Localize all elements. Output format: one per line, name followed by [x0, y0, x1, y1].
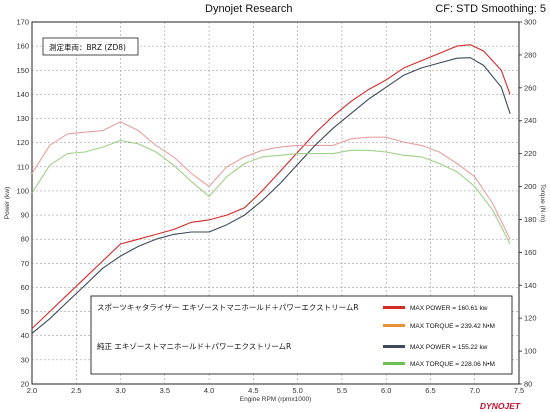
- left-y-tick-label: 150: [16, 66, 29, 75]
- series-torque-1: [31, 121, 511, 240]
- legend-entry-label: MAX POWER = 160.61 kw: [410, 305, 488, 312]
- left-y-tick-label: 40: [21, 331, 29, 340]
- legend-run-2-name: 純正 エキゾーストマニホールド＋パワーエクストリームR: [97, 341, 291, 351]
- x-tick-label: 3.0: [115, 386, 125, 395]
- vehicle-label: 測定車両：BRZ (ZD8): [49, 42, 126, 52]
- chart-header-cf: CF: STD Smoothing: 5: [435, 3, 546, 15]
- right-axis-ticks: 80 100 120 140 160 180 200 220 240 260 280 300: [519, 18, 537, 389]
- legend-entry-label: MAX TORQUE = 228.06 N•M: [410, 361, 495, 368]
- left-y-tick-label: 60: [21, 283, 29, 292]
- right-y-tick-label: 120: [524, 314, 537, 323]
- right-y-tick-label: 200: [524, 182, 537, 191]
- legend-entry-label: MAX POWER = 155.22 kw: [410, 344, 488, 351]
- left-y-tick-label: 140: [16, 90, 29, 99]
- left-y-tick-label: 70: [21, 259, 29, 268]
- series-lines: [31, 44, 511, 334]
- left-y-tick-label: 90: [21, 211, 29, 220]
- legend-box: スポーツキャタライザー エキゾーストマニホールド＋パワーエクストリームR 純正 …: [90, 295, 513, 375]
- left-axis-label: Power (kw): [4, 187, 11, 220]
- x-tick-label: 4.5: [248, 386, 258, 395]
- x-tick-label: 3.5: [160, 386, 170, 395]
- right-y-tick-label: 260: [524, 83, 537, 92]
- x-tick-label: 6.0: [381, 386, 391, 395]
- left-y-tick-label: 170: [16, 18, 29, 27]
- x-tick-label: 5.0: [292, 386, 302, 395]
- x-tick-label: 2.5: [71, 386, 81, 395]
- right-y-tick-label: 280: [524, 50, 537, 59]
- left-y-tick-label: 130: [16, 114, 29, 123]
- x-tick-label: 5.5: [337, 386, 347, 395]
- vehicle-label-box: 測定車両：BRZ (ZD8): [42, 37, 139, 56]
- left-y-tick-label: 120: [16, 138, 29, 147]
- chart-header-title: Dynojet Research: [205, 3, 293, 15]
- x-tick-label: 2.0: [27, 386, 37, 395]
- right-y-tick-label: 160: [524, 248, 537, 257]
- x-tick-label: 7.5: [514, 386, 524, 395]
- legend-run-1-name: スポーツキャタライザー エキゾーストマニホールド＋パワーエクストリームR: [97, 303, 359, 312]
- legend-entry-label: MAX TORQUE = 239.42 N•M: [410, 323, 495, 330]
- right-y-tick-label: 140: [524, 281, 537, 290]
- left-y-tick-label: 30: [21, 355, 29, 364]
- x-tick-label: 7.0: [470, 386, 480, 395]
- left-y-tick-label: 100: [16, 186, 29, 195]
- left-y-tick-label: 110: [17, 162, 29, 171]
- dynojet-logo: DYNOJET: [480, 401, 521, 411]
- series-power-0: [31, 44, 511, 329]
- left-axis-ticks: 20 30 40 50 60 70 80 90 100 110 120 130 140 150 160 170: [16, 18, 29, 389]
- left-y-tick-label: 160: [16, 42, 29, 51]
- left-y-tick-label: 50: [21, 307, 29, 316]
- left-y-tick-label: 80: [21, 235, 29, 244]
- x-axis-label: Engine RPM (rpmx1000): [240, 396, 312, 403]
- right-y-tick-label: 300: [524, 18, 537, 27]
- right-y-tick-label: 100: [524, 347, 537, 356]
- left-y-tick-label: 20: [21, 380, 29, 389]
- x-tick-label: 4.0: [204, 386, 214, 395]
- right-axis-label: Torque (N·m): [539, 184, 546, 222]
- right-y-tick-label: 80: [524, 380, 532, 389]
- right-y-tick-label: 240: [524, 116, 537, 125]
- x-axis-ticks: 2.0 2.5 3.0 3.5 4.0 4.5 5.0 5.5 6.0 6.5 7.0 7.5: [27, 386, 524, 395]
- series-power-2: [31, 57, 511, 334]
- right-y-tick-label: 220: [524, 149, 537, 158]
- x-tick-label: 6.5: [425, 386, 435, 395]
- right-y-tick-label: 180: [524, 215, 537, 224]
- series-torque-3: [31, 139, 511, 245]
